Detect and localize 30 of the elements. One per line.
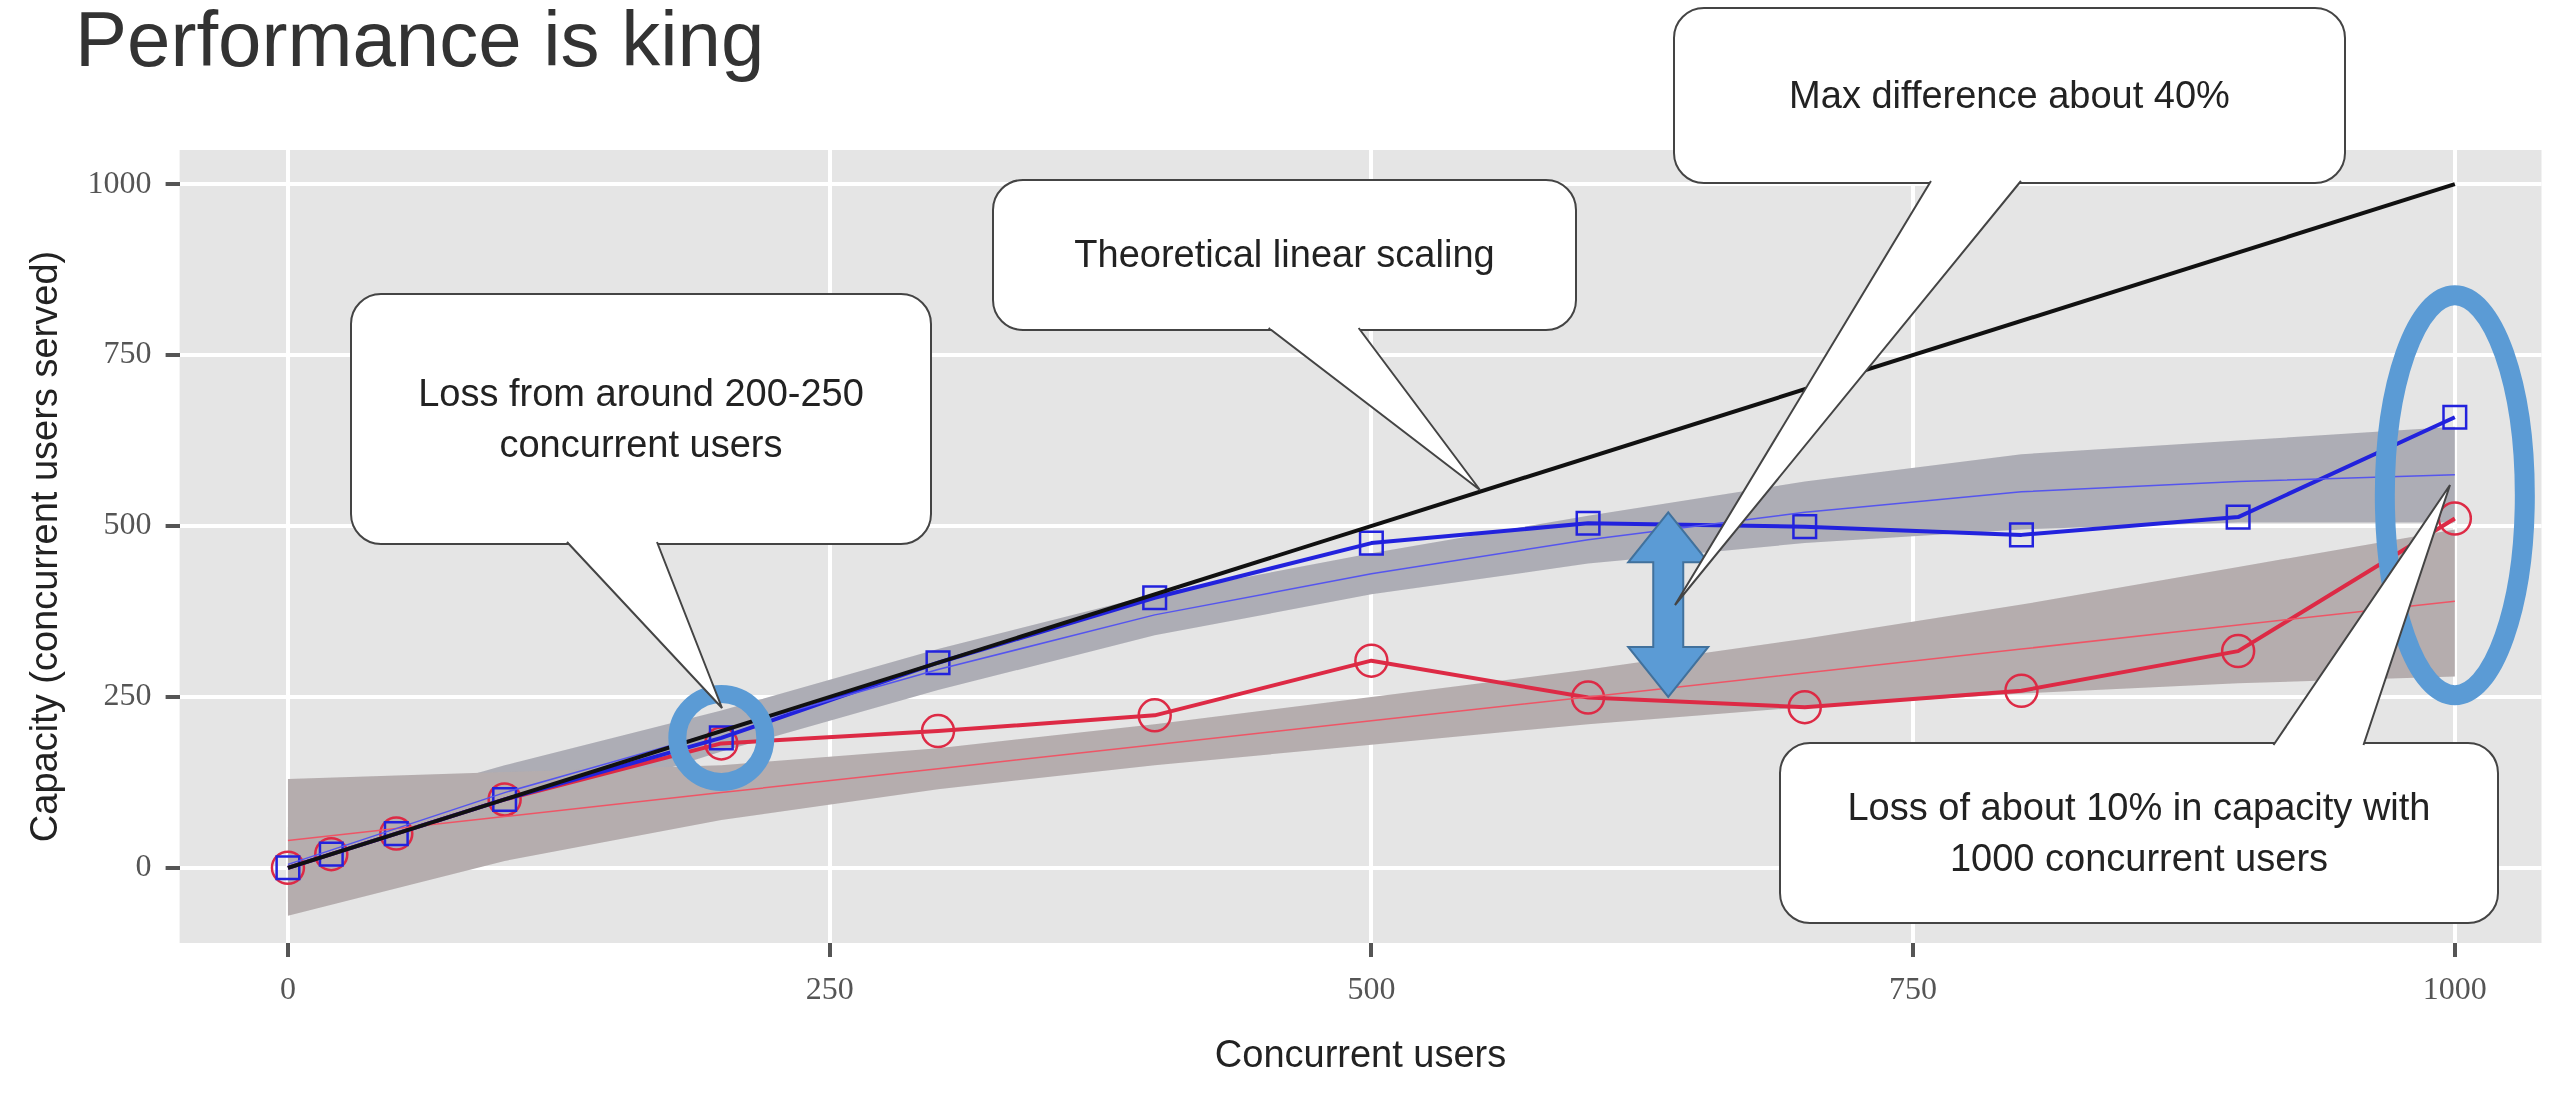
annotation: Loss from around 200-250 concurrent users	[351, 294, 931, 544]
y-axis-title: Capacity (concurrent users served)	[23, 250, 66, 843]
x-axis-title: Concurrent users	[1214, 1032, 1507, 1075]
point	[1137, 698, 1172, 733]
point	[1570, 680, 1606, 715]
point	[2004, 673, 2039, 708]
annotation: Theoretical linear scaling	[993, 180, 1576, 330]
y-tick-label: 750	[103, 334, 152, 371]
y-tick-label: 250	[103, 676, 152, 713]
x-tick-label: 0	[279, 969, 296, 1006]
point	[2008, 522, 2035, 548]
point	[1792, 514, 1818, 540]
point	[1787, 689, 1823, 725]
point	[1358, 530, 1384, 556]
point	[2442, 404, 2468, 430]
chart-title: Performance is king	[75, 0, 765, 83]
x-tick-label: 1000	[2422, 969, 2487, 1006]
point	[1575, 510, 1601, 536]
point	[2220, 633, 2256, 669]
text: Max difference about 40%	[1674, 8, 2345, 183]
point	[920, 713, 956, 749]
x-tick-label: 500	[1347, 969, 1396, 1006]
y-tick-label: 0	[135, 847, 152, 884]
point	[1354, 643, 1389, 678]
y-tick-label: 1000	[87, 163, 152, 200]
x-tick-label: 250	[805, 969, 854, 1006]
x-tick-label: 750	[1889, 969, 1938, 1006]
annotation: Loss of about 10% in capacity with 1000 concurrent users	[1780, 743, 2498, 923]
point	[2225, 504, 2251, 530]
y-tick-label: 500	[103, 505, 152, 542]
